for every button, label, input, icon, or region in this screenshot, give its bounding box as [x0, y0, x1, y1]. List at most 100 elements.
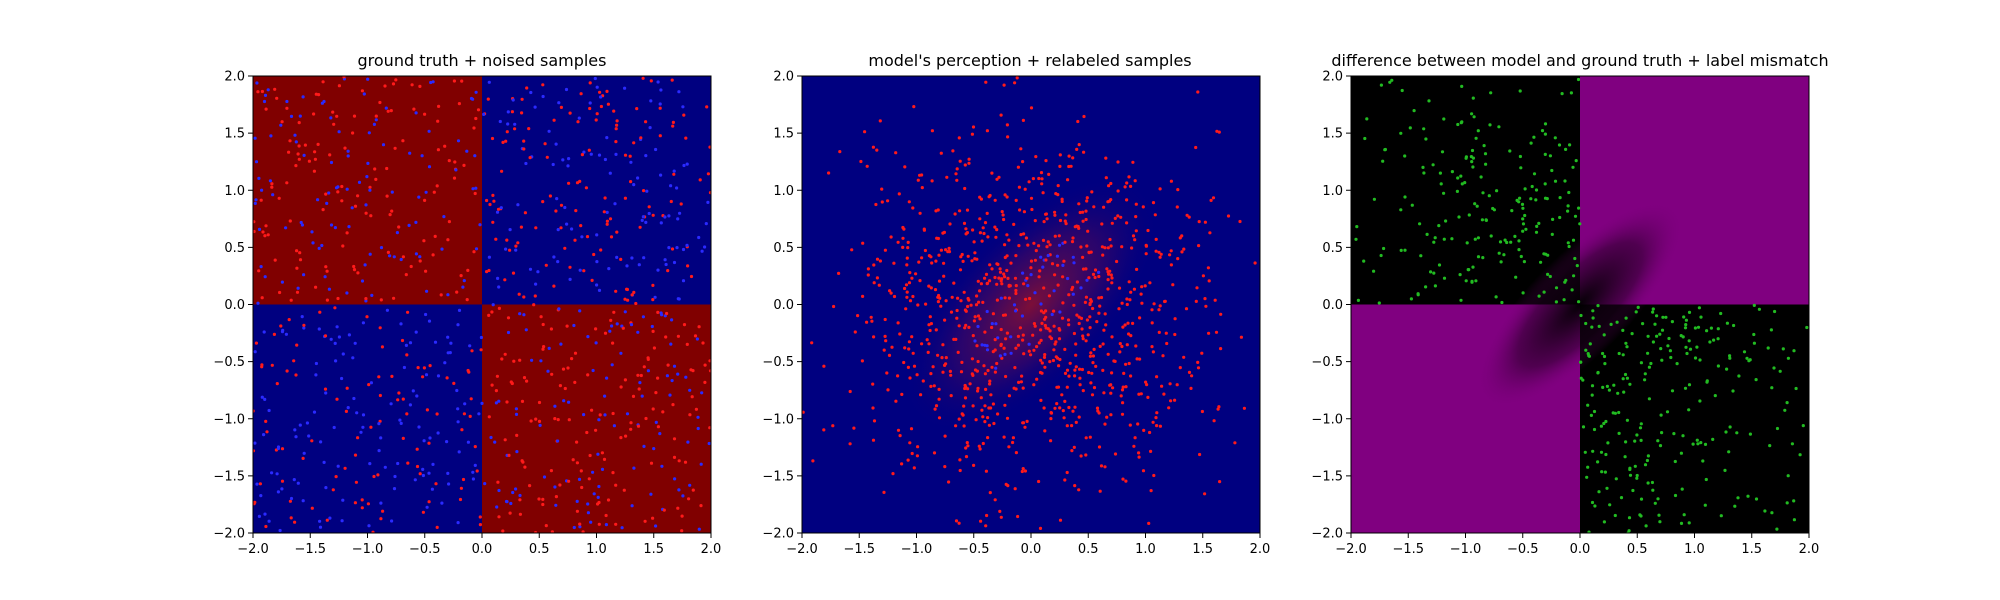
sample-point	[610, 324, 614, 328]
sample-point	[1137, 455, 1141, 459]
sample-point	[863, 130, 867, 134]
x-tick-label: 1.0	[1135, 542, 1156, 557]
sample-point	[608, 171, 612, 175]
sample-point	[515, 433, 519, 437]
x-tick-label: −2.0	[1335, 542, 1367, 557]
sample-point	[990, 325, 994, 330]
sample-point	[1196, 360, 1200, 364]
sample-point	[675, 246, 679, 250]
sample-point	[871, 438, 876, 442]
sample-point	[1131, 321, 1135, 325]
sample-point	[903, 346, 907, 350]
sample-point	[1043, 317, 1047, 321]
sample-point	[579, 224, 583, 228]
sample-point	[1211, 196, 1216, 200]
sample-point	[579, 92, 583, 96]
sample-point	[856, 314, 860, 318]
sample-point	[335, 397, 339, 401]
mismatch-point	[1537, 221, 1541, 225]
y-tick-label: −1.5	[213, 469, 245, 484]
mismatch-point	[1418, 222, 1422, 226]
chart-title: ground truth + noised samples	[358, 51, 607, 70]
mismatch-point	[1745, 356, 1749, 360]
sample-point	[510, 381, 514, 386]
sample-point	[353, 341, 357, 345]
sample-point	[1027, 349, 1031, 353]
mismatch-point	[1625, 345, 1629, 349]
sample-point	[891, 472, 895, 476]
sample-point	[866, 273, 870, 277]
sample-point	[608, 329, 612, 333]
sample-point	[1097, 445, 1102, 449]
mismatch-point	[1768, 444, 1772, 448]
sample-point	[272, 332, 276, 336]
mismatch-point	[1476, 236, 1480, 240]
sample-point	[887, 353, 892, 357]
sample-point	[1218, 480, 1222, 484]
mismatch-point	[1509, 240, 1513, 244]
sample-point	[701, 341, 705, 345]
sample-point	[983, 372, 988, 376]
mismatch-point	[1675, 362, 1679, 366]
mismatch-point	[1372, 269, 1376, 273]
sample-point	[386, 250, 390, 254]
sample-point	[513, 122, 517, 126]
mismatch-point	[1456, 176, 1460, 180]
sample-point	[1004, 482, 1008, 486]
sample-point	[489, 435, 493, 440]
sample-point	[906, 246, 910, 250]
sample-point	[943, 363, 947, 367]
sample-point	[1120, 301, 1124, 305]
sample-point	[529, 90, 533, 95]
sample-point	[404, 273, 408, 277]
sample-point	[578, 179, 582, 183]
sample-point	[260, 89, 264, 94]
y-tick-label: 0.5	[1322, 241, 1343, 256]
mismatch-point	[1399, 208, 1403, 212]
sample-point	[1129, 184, 1133, 188]
sample-point	[461, 285, 465, 289]
mismatch-point	[1605, 384, 1609, 388]
mismatch-point	[1416, 292, 1420, 296]
sample-point	[970, 357, 975, 361]
sample-point	[945, 175, 949, 179]
sample-point	[329, 160, 334, 165]
sample-point	[906, 240, 910, 244]
sample-point	[367, 383, 371, 387]
sample-point	[494, 237, 498, 241]
sample-point	[256, 90, 260, 94]
sample-point	[430, 487, 434, 491]
sample-point	[1101, 368, 1105, 372]
sample-point	[652, 447, 656, 451]
mismatch-point	[1683, 326, 1688, 330]
mismatch-point	[1617, 410, 1621, 415]
sample-point	[995, 228, 999, 232]
sample-point	[314, 373, 318, 377]
sample-point	[1056, 193, 1060, 197]
sample-point	[827, 171, 831, 175]
sample-point	[491, 220, 495, 224]
sample-point	[1057, 327, 1061, 331]
y-tick-label: 0.5	[773, 241, 794, 256]
sample-point	[875, 148, 879, 152]
sample-point	[594, 327, 598, 331]
sample-point	[976, 389, 980, 393]
mismatch-point	[1465, 241, 1469, 245]
sample-point	[373, 167, 377, 171]
sample-point	[447, 159, 451, 163]
sample-point	[327, 191, 331, 195]
sample-point	[505, 238, 509, 242]
sample-point	[1066, 276, 1070, 281]
sample-point	[1042, 220, 1046, 224]
sample-point	[962, 404, 966, 408]
sample-point	[659, 88, 663, 92]
mismatch-point	[1566, 241, 1570, 245]
sample-point	[1137, 392, 1141, 396]
sample-point	[927, 254, 932, 258]
sample-point	[1106, 246, 1110, 250]
sample-point	[865, 164, 869, 168]
sample-point	[999, 515, 1003, 519]
mismatch-point	[1518, 196, 1522, 200]
sample-point	[595, 283, 599, 287]
sample-point	[421, 473, 425, 478]
